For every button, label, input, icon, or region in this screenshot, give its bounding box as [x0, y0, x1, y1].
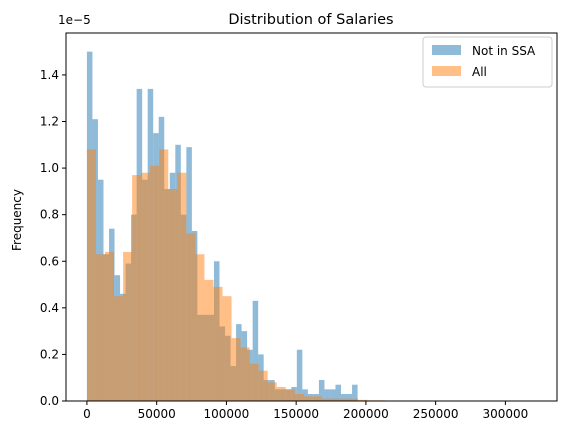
histogram-bar	[335, 385, 341, 401]
legend-label-all: All	[472, 65, 487, 79]
histogram-bar	[150, 166, 159, 401]
histogram-bar	[259, 371, 268, 401]
y-tick-label: 1.4	[40, 68, 59, 82]
histogram-bar	[313, 396, 322, 401]
histogram-bar	[213, 287, 222, 401]
histogram-bar	[304, 396, 313, 401]
y-tick-label: 1.0	[40, 161, 59, 175]
y-tick-label: 1.2	[40, 115, 59, 129]
y-tick-label: 0.2	[40, 347, 59, 361]
histogram-bar	[297, 350, 303, 401]
histogram-bar	[295, 394, 304, 401]
histogram-bar	[232, 338, 241, 401]
histogram-bar	[186, 233, 195, 401]
y-tick-label: 0.6	[40, 254, 59, 268]
histogram-bar	[277, 387, 286, 401]
histogram-bar	[105, 252, 114, 401]
histogram-bar	[114, 296, 123, 401]
x-tick-label: 300000	[482, 407, 528, 421]
chart-title: Distribution of Salaries	[228, 12, 393, 28]
histogram-bar	[268, 382, 277, 401]
legend-swatch-not-in-ssa	[432, 45, 461, 55]
histogram-bar	[223, 296, 232, 401]
y-tick-label: 0.0	[40, 394, 59, 408]
x-tick-label: 100000	[204, 407, 250, 421]
histogram-bar	[177, 173, 186, 401]
x-tick-label: 0	[83, 407, 91, 421]
legend-label-not-in-ssa: Not in SSA	[472, 44, 536, 58]
x-tick-label: 150000	[273, 407, 319, 421]
histogram-bar	[87, 149, 96, 401]
histogram-bar	[352, 385, 358, 401]
x-tick-label: 250000	[413, 407, 459, 421]
legend: Not in SSA All	[423, 37, 552, 87]
x-tick-label: 50000	[138, 407, 176, 421]
histogram-bar	[96, 254, 105, 401]
y-tick-label: 0.4	[40, 301, 59, 315]
histogram-bar	[286, 389, 295, 401]
y-axis-offset-label: 1e−5	[58, 13, 91, 27]
histogram-bar	[132, 175, 141, 401]
histogram-bar	[168, 189, 177, 401]
histogram-bar	[159, 149, 168, 401]
histogram-bar	[195, 254, 204, 401]
histogram-bar	[204, 280, 213, 401]
y-axis-label: Frequency	[10, 189, 24, 251]
histogram-bar	[123, 252, 132, 401]
y-tick-label: 0.8	[40, 208, 59, 222]
x-tick-label: 200000	[343, 407, 389, 421]
legend-swatch-all	[432, 66, 461, 76]
histogram-bar	[141, 173, 150, 401]
histogram-bar	[241, 347, 250, 401]
histogram-bar	[250, 364, 259, 401]
